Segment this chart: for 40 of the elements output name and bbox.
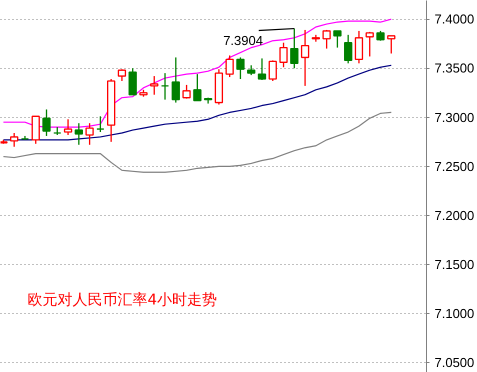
candlestick — [42, 108, 51, 137]
candlestick — [10, 132, 18, 148]
candlestick — [247, 64, 256, 76]
y-tick-label: 7.3000 — [434, 110, 474, 125]
candlestick — [128, 68, 137, 96]
candlestick — [387, 35, 396, 54]
candlestick — [322, 29, 331, 50]
candlestick — [354, 30, 364, 64]
y-tick-label: 7.0500 — [434, 355, 474, 370]
candlestick — [193, 73, 202, 102]
candlestick — [366, 31, 374, 58]
candlestick — [236, 56, 245, 80]
candlestick — [182, 84, 191, 100]
candlestick — [150, 75, 158, 96]
y-tick-label: 7.4000 — [434, 12, 474, 27]
candlestick — [226, 54, 234, 78]
y-tick-label: 7.2500 — [434, 158, 474, 174]
candlestick — [300, 29, 310, 87]
candlestick — [96, 116, 105, 133]
text: 欧元对人民币汇率4小时走势 — [28, 290, 218, 308]
line-series — [2, 64, 392, 140]
candlestick — [74, 122, 83, 146]
y-tick-label: 7.1500 — [434, 257, 474, 272]
candlestick — [279, 42, 288, 68]
annotation: 7.3904 — [223, 32, 263, 48]
y-tick-label: 7.3500 — [434, 60, 474, 76]
candlestick — [268, 60, 277, 82]
candlestick — [290, 28, 298, 69]
candlestick — [118, 68, 126, 82]
y-tick-label: 7.2000 — [434, 208, 474, 223]
y-tick-label: 7.1000 — [434, 306, 474, 322]
candlestick — [64, 118, 72, 136]
candlestick — [344, 34, 352, 64]
candlestick — [258, 58, 266, 81]
candlestick — [172, 56, 180, 104]
candlestick — [53, 126, 62, 136]
candlestick — [160, 72, 170, 100]
candlestick — [32, 116, 40, 144]
candlestick — [85, 122, 94, 146]
candlestick — [333, 30, 342, 48]
